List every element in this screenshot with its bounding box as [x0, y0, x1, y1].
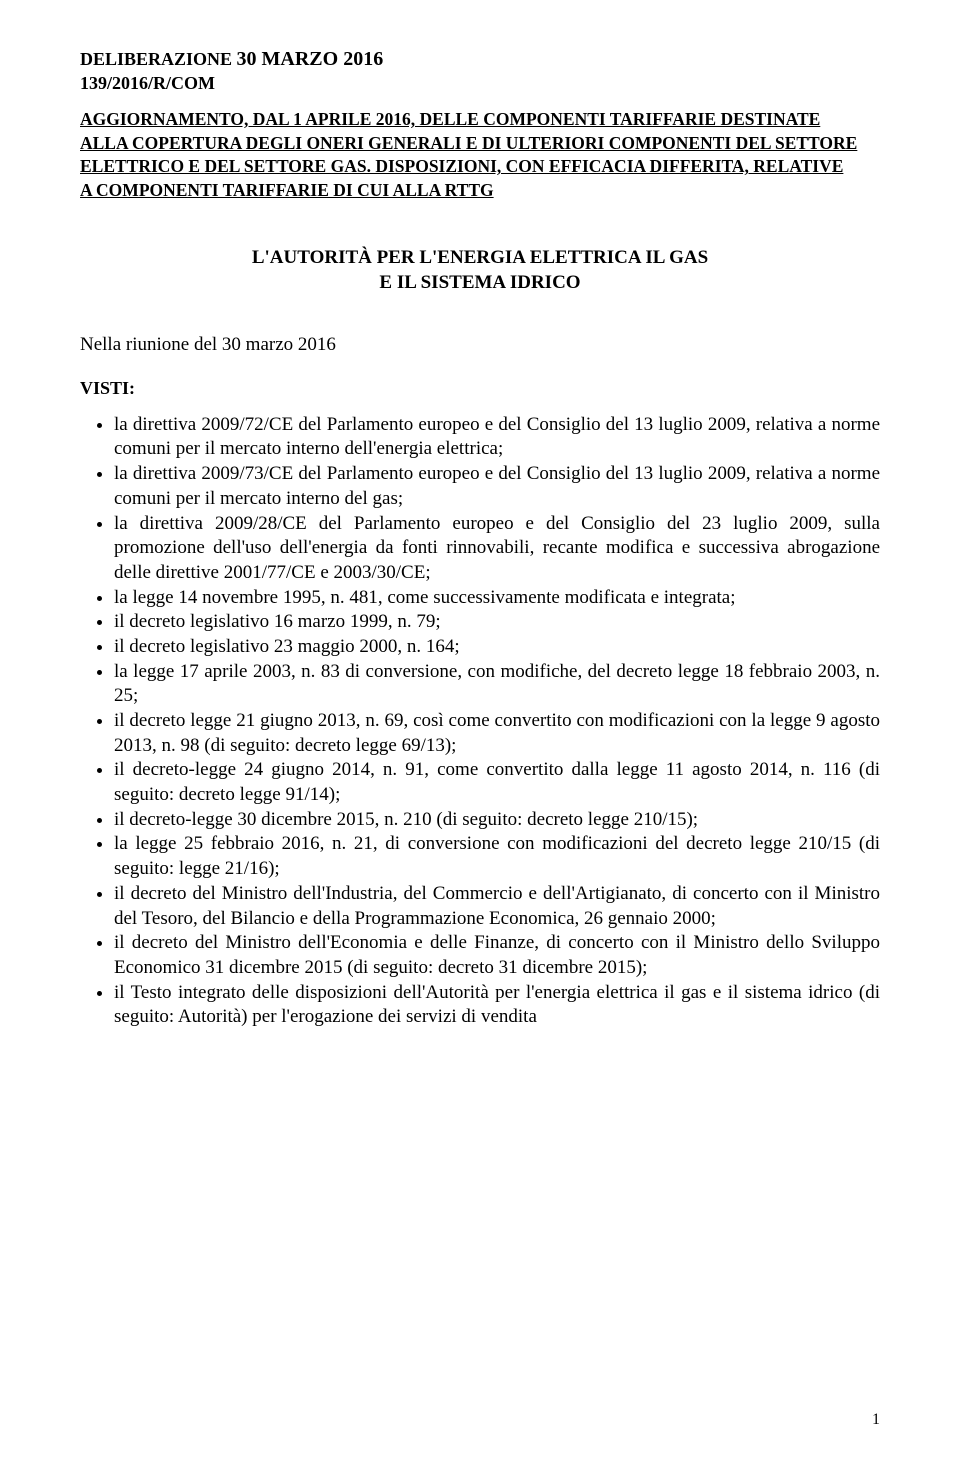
title-line-1: AGGIORNAMENTO, DAL 1 APRILE 2016, DELLE … — [80, 108, 880, 132]
title-line-3: ELETTRICO E DEL SETTORE GAS. DISPOSIZION… — [80, 155, 880, 179]
list-item: la direttiva 2009/73/CE del Parlamento e… — [114, 462, 880, 511]
authority-line-2: E IL SISTEMA IDRICO — [80, 270, 880, 296]
title-block: AGGIORNAMENTO, DAL 1 APRILE 2016, DELLE … — [80, 108, 880, 203]
header-doc-number: 139/2016/R/COM — [80, 73, 880, 94]
list-item: il decreto legge 21 giugno 2013, n. 69, … — [114, 709, 880, 758]
list-item: la direttiva 2009/28/CE del Parlamento e… — [114, 512, 880, 586]
title-line-4: A COMPONENTI TARIFFARIE DI CUI ALLA RTTG — [80, 179, 880, 203]
document-page: DELIBERAZIONE 30 MARZO 2016 139/2016/R/C… — [0, 0, 960, 1457]
list-item: il decreto-legge 24 giugno 2014, n. 91, … — [114, 758, 880, 807]
authority-block: L'AUTORITÀ PER L'ENERGIA ELETTRICA IL GA… — [80, 245, 880, 296]
list-item: il decreto-legge 30 dicembre 2015, n. 21… — [114, 808, 880, 833]
list-item: il decreto del Ministro dell'Economia e … — [114, 931, 880, 980]
list-item: il decreto del Ministro dell'Industria, … — [114, 882, 880, 931]
list-item: la legge 25 febbraio 2016, n. 21, di con… — [114, 832, 880, 881]
list-item: il decreto legislativo 16 marzo 1999, n.… — [114, 610, 880, 635]
list-item: il decreto legislativo 23 maggio 2000, n… — [114, 635, 880, 660]
list-item: il Testo integrato delle disposizioni de… — [114, 981, 880, 1030]
visti-heading: VISTI: — [80, 378, 880, 399]
header-deliberation: DELIBERAZIONE 30 MARZO 2016 — [80, 48, 880, 71]
authority-line-1: L'AUTORITÀ PER L'ENERGIA ELETTRICA IL GA… — [80, 245, 880, 271]
meeting-line: Nella riunione del 30 marzo 2016 — [80, 334, 880, 356]
list-item: la legge 14 novembre 1995, n. 481, come … — [114, 586, 880, 611]
header-deliberation-date: 30 MARZO 2016 — [237, 48, 384, 70]
list-item: la legge 17 aprile 2003, n. 83 di conver… — [114, 660, 880, 709]
title-line-2: ALLA COPERTURA DEGLI ONERI GENERALI E DI… — [80, 132, 880, 156]
page-number: 1 — [872, 1411, 880, 1429]
header-deliberation-prefix: DELIBERAZIONE — [80, 49, 237, 69]
list-item: la direttiva 2009/72/CE del Parlamento e… — [114, 413, 880, 462]
visti-list: la direttiva 2009/72/CE del Parlamento e… — [80, 413, 880, 1030]
